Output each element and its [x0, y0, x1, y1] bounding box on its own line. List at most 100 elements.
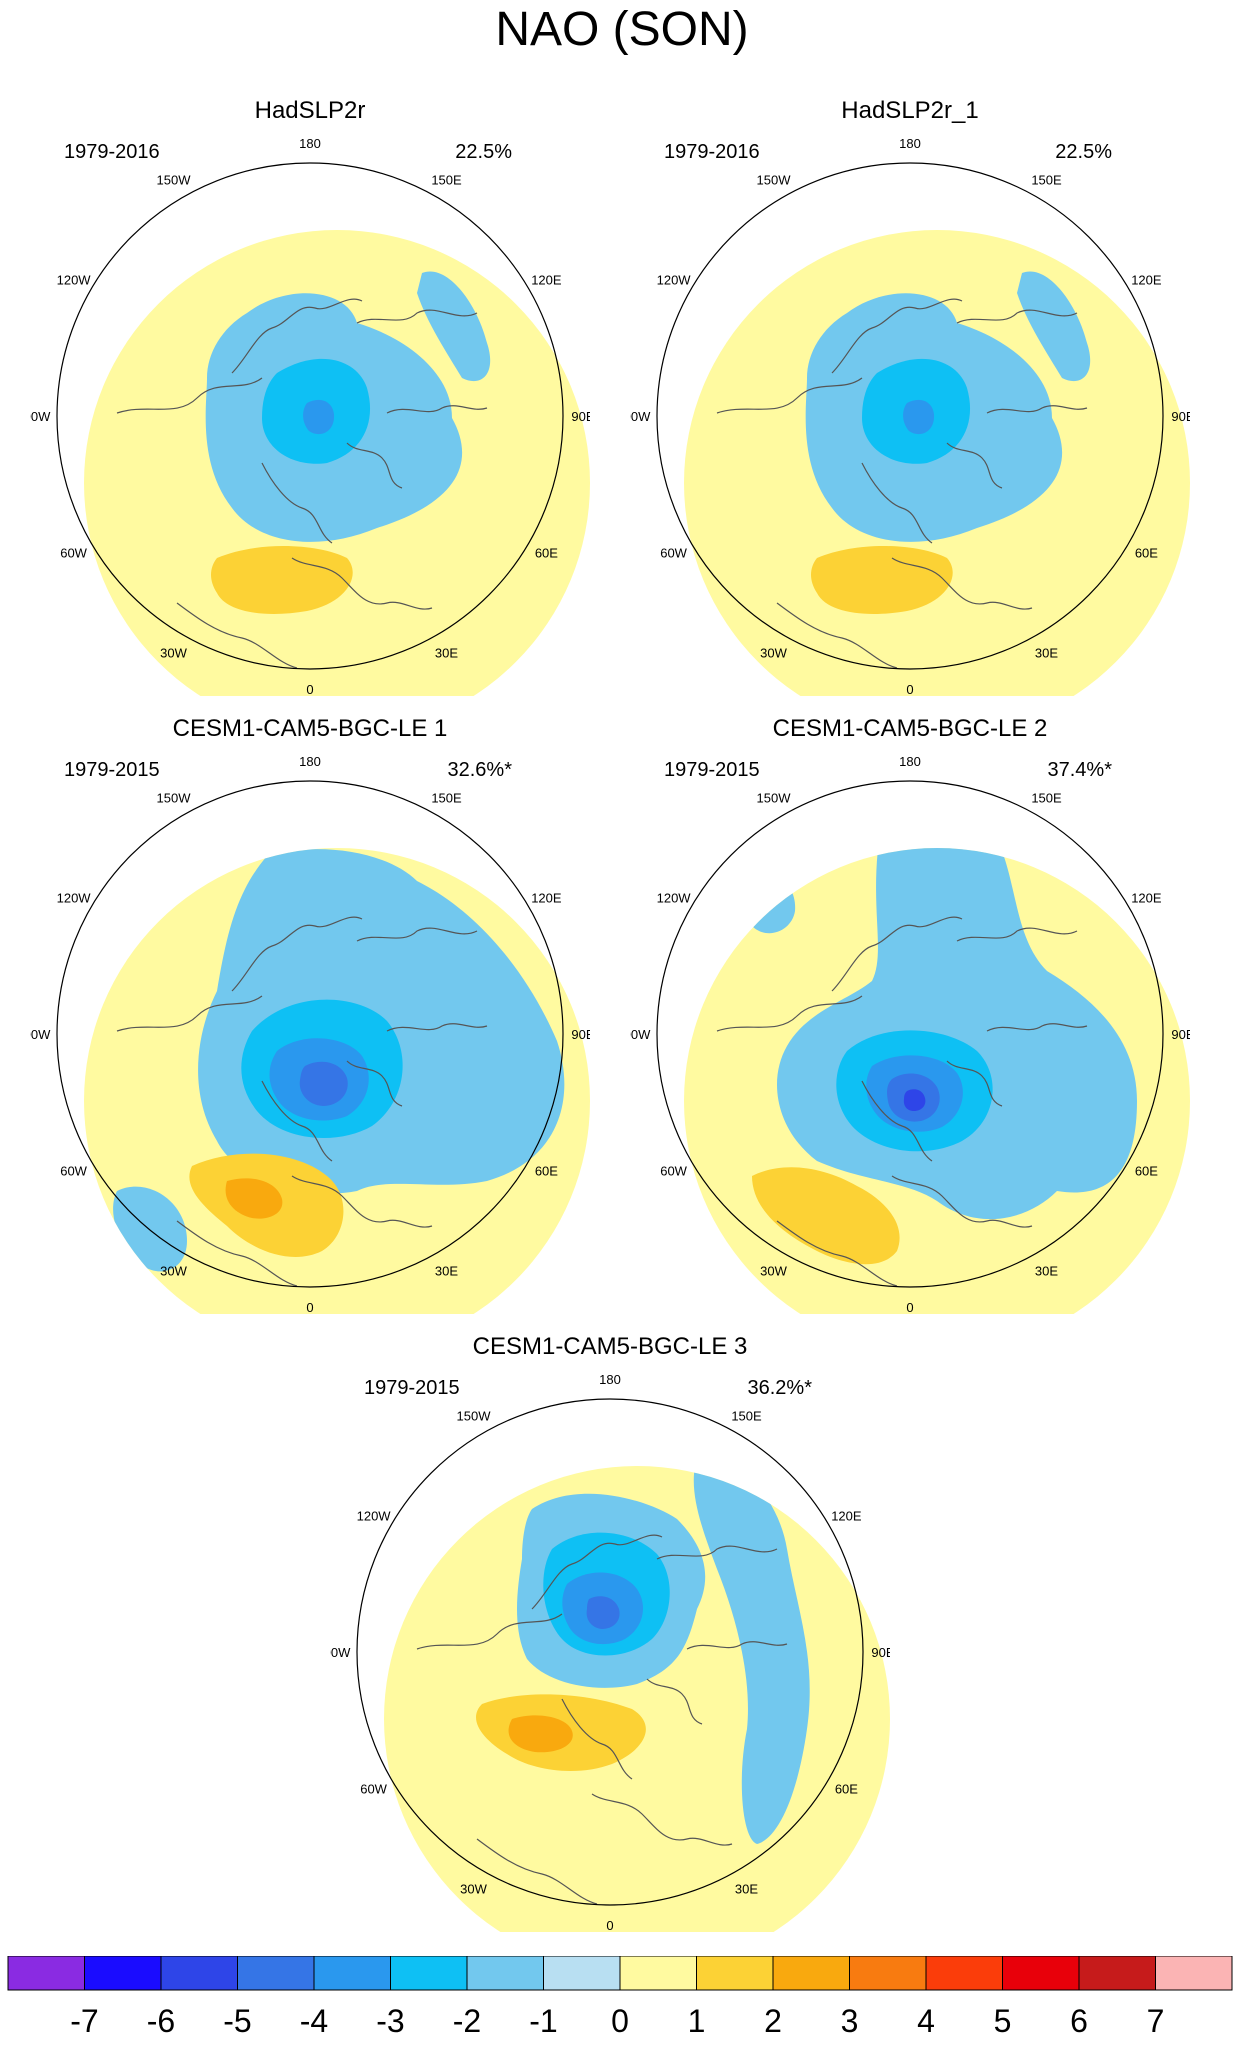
coastline — [416, 1613, 563, 1650]
contour-fill-neg5 — [903, 1089, 926, 1111]
map-boundary — [356, 1398, 864, 1906]
longitude-label: 150E — [1031, 173, 1062, 188]
longitude-label: 120W — [357, 1509, 392, 1524]
longitude-label: 120E — [1131, 273, 1162, 288]
coastline — [261, 462, 333, 544]
coastline — [891, 557, 1033, 610]
contour-fill-neg1 — [742, 873, 796, 934]
colorbar-box — [1002, 1956, 1080, 1991]
longitude-label: 120E — [531, 273, 562, 288]
coastline — [531, 1534, 663, 1610]
longitude-label: 90E — [871, 1645, 890, 1660]
colorbar-label: 2 — [764, 2003, 782, 2039]
coastline — [346, 1060, 403, 1107]
map-panel-cesm-le-2: 180 150E 120E 90E 60E 30E 0 30W 60W 90W 120W 150W CE… — [630, 714, 1190, 1314]
longitude-label: 0 — [906, 682, 913, 696]
coastline — [231, 916, 363, 992]
colorbar-label: -7 — [70, 2003, 98, 2039]
longitude-label: 30E — [435, 645, 458, 660]
panel-title: HadSLP2r — [254, 97, 366, 124]
coastline — [386, 1023, 488, 1032]
longitude-label: 30E — [1035, 1263, 1058, 1278]
colorbar-label: 1 — [688, 2003, 706, 2039]
longitude-label: 180 — [899, 136, 921, 151]
longitude-label: 60E — [535, 546, 558, 561]
panel-title: CESM1-CAM5-BGC-LE 3 — [472, 1333, 748, 1360]
contour-fill-pos2 — [752, 1167, 900, 1265]
longitude-label: 60E — [835, 1782, 858, 1797]
polar-map: 180 150E 120E 90E 60E 30E 0 30W 60W 90W 120W 150W — [630, 136, 1190, 696]
coastline — [891, 1175, 1033, 1228]
longitude-label: 120W — [57, 891, 92, 906]
longitude-label: 60E — [1135, 546, 1158, 561]
coastline — [116, 995, 263, 1032]
longitude-label: 180 — [299, 136, 321, 151]
coastline — [956, 927, 1078, 942]
panel-period: 1979-2015 — [64, 759, 160, 781]
map-panel-hadslp2r: 180 150E 120E 90E 60E 30E 0 30W 60W 90W 120W 150W Ha… — [30, 96, 590, 696]
contour-fill-pos3 — [508, 1715, 573, 1753]
panel-variance: 32.6%* — [447, 759, 513, 781]
longitude-label: 0 — [606, 1918, 613, 1932]
contour-fill-neg3 — [903, 399, 935, 435]
longitude-label: 90E — [571, 409, 590, 424]
colorbar-label: -6 — [147, 2003, 175, 2039]
longitude-label: 60W — [660, 546, 687, 561]
longitude-label: 150E — [1031, 791, 1062, 806]
longitude-label: 90W — [630, 409, 651, 424]
figure-title: NAO (SON) — [495, 3, 749, 56]
longitude-label: 0 — [906, 1300, 913, 1314]
contour-fill-neg3 — [303, 399, 335, 435]
coastline — [356, 927, 478, 942]
longitude-label: 150W — [157, 173, 192, 188]
coastline — [776, 602, 898, 669]
colorbar-box — [1155, 1956, 1233, 1991]
coastline — [646, 1678, 703, 1725]
coastline — [261, 1080, 333, 1162]
longitude-label: 150E — [431, 791, 462, 806]
colorbar-box — [1078, 1956, 1156, 1991]
colorbar-box — [466, 1956, 544, 1991]
longitude-label: 120E — [1131, 891, 1162, 906]
coastline — [716, 995, 863, 1032]
coastline — [946, 1060, 1003, 1107]
colorbar-label: 3 — [841, 2003, 859, 2039]
map-panel-hadslp2r-1: 180 150E 120E 90E 60E 30E 0 30W 60W 90W 120W 150W Ha… — [630, 96, 1190, 696]
coastline — [356, 309, 478, 324]
longitude-label: 120E — [531, 891, 562, 906]
longitude-label: 30W — [760, 645, 787, 660]
coastline — [176, 1220, 298, 1287]
panel-title: HadSLP2r_1 — [841, 97, 979, 124]
coastline — [986, 1023, 1088, 1032]
colorbar-label: 7 — [1147, 2003, 1165, 2039]
longitude-label: 150W — [757, 173, 792, 188]
polar-map: 180 150E 120E 90E 60E 30E 0 30W 60W 90W 120W 150W — [30, 754, 590, 1314]
longitude-label: 120W — [657, 273, 692, 288]
panel-title: CESM1-CAM5-BGC-LE 2 — [772, 715, 1048, 742]
coastline — [831, 916, 963, 992]
colorbar-box — [543, 1956, 621, 1991]
colorbar-box — [772, 1956, 850, 1991]
coastline — [656, 1545, 778, 1560]
longitude-label: 0 — [306, 682, 313, 696]
coastline — [176, 602, 298, 669]
coastline — [386, 405, 488, 414]
contour-fill-neg1 — [693, 1466, 810, 1844]
longitude-label: 90W — [330, 1645, 351, 1660]
longitude-label: 30W — [160, 1263, 187, 1278]
coastline — [561, 1698, 633, 1780]
colorbar-box — [160, 1956, 238, 1991]
longitude-label: 90W — [30, 1027, 51, 1042]
panel-period: 1979-2015 — [664, 759, 760, 781]
contour-fill-pos3 — [225, 1178, 283, 1219]
longitude-label: 60W — [360, 1782, 387, 1797]
colorbar-box — [849, 1956, 927, 1991]
longitude-label: 180 — [599, 1372, 621, 1387]
coastline — [346, 442, 403, 489]
longitude-label: 180 — [899, 754, 921, 769]
longitude-label: 60W — [60, 546, 87, 561]
colorbar-label: 6 — [1070, 2003, 1088, 2039]
colorbar-box — [7, 1956, 85, 1991]
colorbar-label: -3 — [376, 2003, 404, 2039]
panel-period: 1979-2016 — [64, 141, 160, 163]
